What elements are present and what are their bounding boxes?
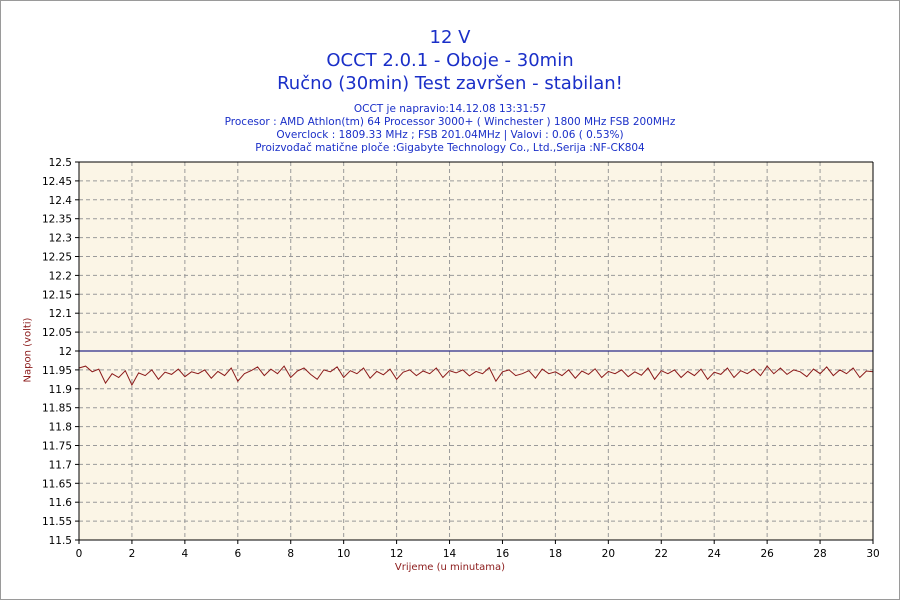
y-tick-label: 11.85 xyxy=(42,403,72,415)
y-tick-label: 11.65 xyxy=(42,478,72,490)
x-tick-label: 16 xyxy=(496,548,510,560)
info-timestamp: OCCT je napravio:14.12.08 13:31:57 xyxy=(353,103,547,115)
y-tick-label: 11.8 xyxy=(49,422,72,434)
y-tick-label: 11.95 xyxy=(42,365,72,377)
x-tick-label: 0 xyxy=(76,548,83,560)
y-tick-label: 11.75 xyxy=(42,441,72,453)
x-tick-label: 8 xyxy=(287,548,294,560)
y-axis-label: Napon (volti) xyxy=(22,317,34,383)
y-tick-label: 12.05 xyxy=(42,327,72,339)
y-tick-label: 12.2 xyxy=(49,270,72,282)
y-tick-label: 11.55 xyxy=(42,516,72,528)
y-tick-label: 12.25 xyxy=(42,252,72,264)
x-tick-label: 28 xyxy=(813,548,826,560)
y-tick-label: 11.9 xyxy=(49,384,72,396)
x-tick-label: 14 xyxy=(443,548,457,560)
chart-subtitle: OCCT 2.0.1 - Oboje - 30min xyxy=(326,50,574,71)
x-tick-label: 2 xyxy=(129,548,136,560)
y-tick-label: 12.15 xyxy=(42,289,72,301)
info-overclock: Overclock : 1809.33 MHz ; FSB 201.04MHz … xyxy=(276,129,624,141)
y-tick-label: 12.4 xyxy=(49,195,73,207)
y-tick-label: 12.1 xyxy=(49,308,72,320)
y-tick-label: 12.3 xyxy=(49,233,72,245)
x-tick-label: 4 xyxy=(182,548,189,560)
info-processor: Procesor : AMD Athlon(tm) 64 Processor 3… xyxy=(224,116,676,128)
y-tick-label: 11.5 xyxy=(49,535,72,547)
x-tick-label: 26 xyxy=(760,548,774,560)
info-motherboard: Proizvođač matične ploče :Gigabyte Techn… xyxy=(255,142,645,154)
y-tick-label: 11.7 xyxy=(49,459,72,471)
x-tick-label: 30 xyxy=(866,548,879,560)
series-line-12v xyxy=(78,365,874,387)
x-tick-label: 24 xyxy=(708,548,722,560)
x-tick-label: 6 xyxy=(234,548,241,560)
chart-title: 12 V xyxy=(429,27,471,48)
y-tick-label: 12.45 xyxy=(42,176,72,188)
x-tick-label: 22 xyxy=(655,548,668,560)
y-tick-label: 12.5 xyxy=(49,157,72,169)
x-tick-label: 12 xyxy=(390,548,403,560)
x-tick-label: 20 xyxy=(602,548,615,560)
x-tick-label: 10 xyxy=(337,548,350,560)
y-tick-label: 12.35 xyxy=(42,214,72,226)
x-tick-label: 18 xyxy=(549,548,562,560)
chart-status-line: Ručno (30min) Test završen - stabilan! xyxy=(277,73,623,94)
x-axis-label: Vrijeme (u minutama) xyxy=(394,562,506,573)
y-tick-label: 11.6 xyxy=(49,497,73,509)
y-tick-label: 12 xyxy=(59,346,72,358)
